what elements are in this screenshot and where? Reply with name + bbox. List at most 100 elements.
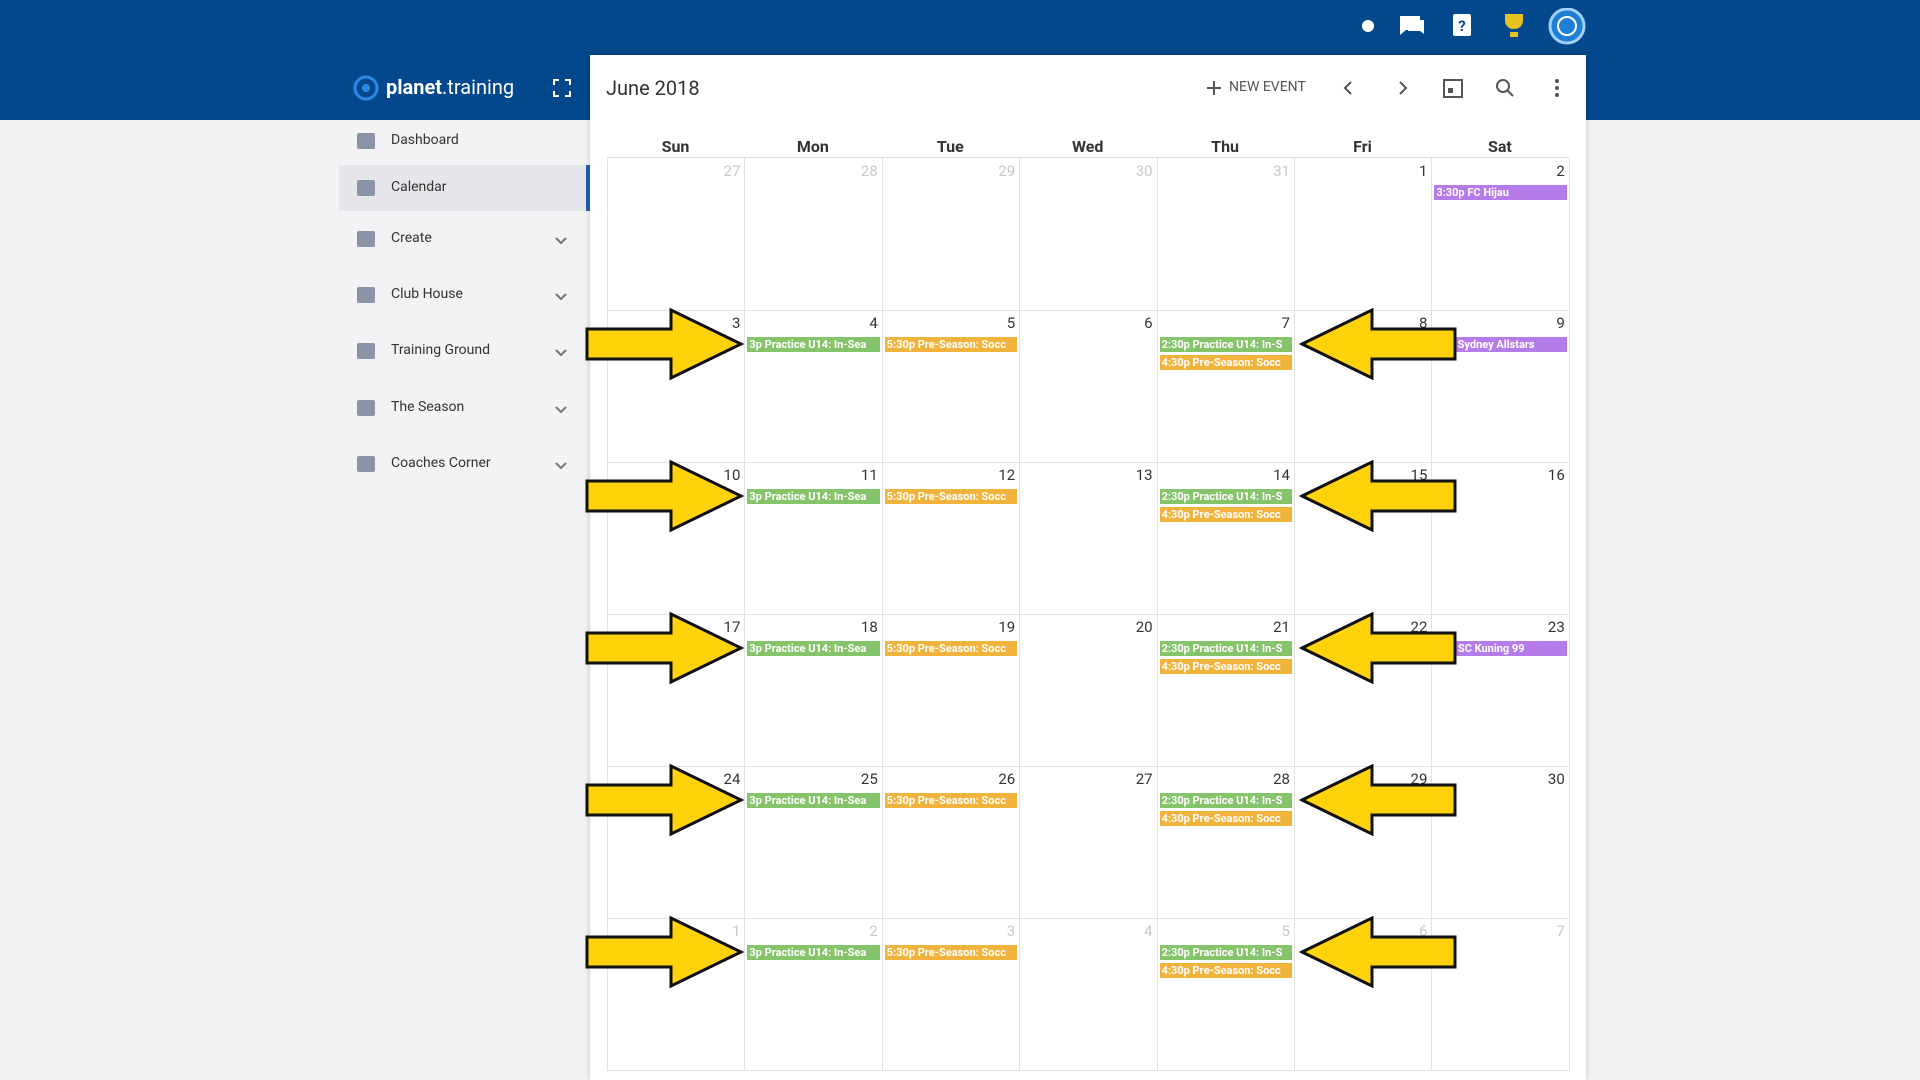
day-cell[interactable]: 20 <box>1019 614 1158 767</box>
day-cell[interactable]: 4 <box>1019 918 1158 1071</box>
day-cell[interactable]: 30 <box>1431 766 1570 919</box>
day-cell[interactable]: 24 <box>607 766 746 919</box>
day-number: 7 <box>1556 922 1565 940</box>
event[interactable]: 5:30p Pre-Season: Socc <box>884 641 1018 656</box>
day-cell[interactable]: 11 3p Practice U14: In-Sea <box>744 462 883 615</box>
event[interactable]: 2:30p Practice U14: In-S <box>1159 489 1292 504</box>
new-event-button[interactable]: NEW EVENT <box>1229 79 1306 95</box>
day-number: 1 <box>731 922 741 940</box>
nav-icon <box>357 231 375 247</box>
event[interactable]: 5:30p Pre-Season: Socc <box>884 337 1018 352</box>
trophy-icon[interactable] <box>1505 14 1523 37</box>
day-cell[interactable]: 6 <box>1294 918 1433 1071</box>
day-cell[interactable]: 22 <box>1294 614 1433 767</box>
day-cell[interactable]: 28 <box>744 158 883 311</box>
event[interactable]: 4:30p Pre-Season: Socc <box>1159 811 1292 826</box>
day-cell[interactable]: 9 15a Sydney Allstars <box>1431 310 1570 463</box>
nav-icon <box>357 343 375 359</box>
day-cell[interactable]: 5 5:30p Pre-Season: Socc <box>881 310 1021 463</box>
day-cell[interactable]: 27 <box>607 158 746 311</box>
nav-item[interactable]: The Season <box>339 385 590 431</box>
day-cell[interactable]: 2 3p Practice U14: In-Sea <box>744 918 883 1071</box>
event[interactable]: 3p Practice U14: In-Sea <box>747 793 880 808</box>
day-cell[interactable]: 10 <box>607 462 746 615</box>
nav-item[interactable]: Create <box>339 216 590 262</box>
event[interactable]: 5:30p Pre-Season: Socc <box>884 793 1018 808</box>
event[interactable]: 2:30p Practice U14: In-S <box>1159 793 1292 808</box>
day-cell[interactable]: 19 5:30p Pre-Season: Socc <box>881 614 1021 767</box>
nav-icon <box>357 287 375 303</box>
day-cell[interactable]: 15 <box>1294 462 1433 615</box>
day-cell[interactable]: 3 <box>607 310 746 463</box>
event[interactable]: 2:30p Practice U14: In-S <box>1159 641 1292 656</box>
day-cell[interactable]: 16 <box>1431 462 1570 615</box>
event[interactable]: 30p SC Kuning 99 <box>1434 641 1567 656</box>
day-number: 27 <box>723 162 741 180</box>
day-cell[interactable]: 26 5:30p Pre-Season: Socc <box>881 766 1021 919</box>
day-cell[interactable]: 2 3:30p FC Hijau <box>1431 158 1570 311</box>
search-button[interactable] <box>1496 79 1510 93</box>
event[interactable]: 4:30p Pre-Season: Socc <box>1159 355 1292 370</box>
event[interactable]: 4:30p Pre-Season: Socc <box>1159 963 1292 978</box>
day-cell[interactable]: 17 <box>607 614 746 767</box>
day-cell[interactable]: 23 30p SC Kuning 99 <box>1431 614 1570 767</box>
day-number: 2 <box>869 922 878 940</box>
day-cell[interactable]: 1 <box>607 918 746 1071</box>
day-number: 21 <box>1273 618 1290 636</box>
day-cell[interactable]: 13 <box>1019 462 1158 615</box>
day-cell[interactable]: 25 3p Practice U14: In-Sea <box>744 766 883 919</box>
day-cell[interactable]: 29 <box>881 158 1021 311</box>
day-cell[interactable]: 1 <box>1294 158 1433 311</box>
brand: planet.training <box>386 75 514 99</box>
prev-button[interactable] <box>1343 81 1352 95</box>
day-cell[interactable]: 7 <box>1431 918 1570 1071</box>
event[interactable]: 4:30p Pre-Season: Socc <box>1159 659 1292 674</box>
event[interactable]: 3p Practice U14: In-Sea <box>747 337 880 352</box>
fullscreen-icon[interactable] <box>552 78 572 98</box>
day-cell[interactable]: 21 2:30p Practice U14: In-S 4:30p Pre-Seas… <box>1156 614 1295 767</box>
weekday: Fri <box>1353 137 1372 156</box>
nav-icon <box>357 456 375 472</box>
chat-icon[interactable] <box>1400 16 1424 35</box>
day-cell[interactable]: 5 2:30p Practice U14: In-S 4:30p Pre-Seaso… <box>1156 918 1295 1071</box>
nav-item[interactable]: Club House <box>339 272 590 318</box>
day-cell[interactable]: 31 <box>1156 158 1295 311</box>
next-button[interactable] <box>1399 81 1408 95</box>
event[interactable]: 5:30p Pre-Season: Socc <box>884 945 1018 960</box>
day-number: 18 <box>860 618 878 636</box>
event[interactable]: 3p Practice U14: In-Sea <box>747 641 880 656</box>
day-number: 28 <box>1273 770 1290 788</box>
nav-item[interactable]: Coaches Corner <box>339 441 590 487</box>
avatar[interactable] <box>1548 8 1586 45</box>
day-cell[interactable]: 3 5:30p Pre-Season: Socc <box>881 918 1021 1071</box>
event[interactable]: 2:30p Practice U14: In-S <box>1159 945 1292 960</box>
day-cell[interactable]: 27 <box>1019 766 1158 919</box>
event[interactable]: 3p Practice U14: In-Sea <box>747 945 880 960</box>
day-cell[interactable]: 29 <box>1294 766 1433 919</box>
more-button[interactable] <box>1555 79 1559 97</box>
event[interactable]: 4:30p Pre-Season: Socc <box>1159 507 1292 522</box>
today-button[interactable] <box>1443 79 1463 98</box>
day-cell[interactable]: 6 <box>1019 310 1158 463</box>
nav-item[interactable]: Calendar <box>339 165 590 211</box>
plus-icon[interactable] <box>1204 78 1224 98</box>
day-cell[interactable]: 18 3p Practice U14: In-Sea <box>744 614 883 767</box>
day-cell[interactable]: 30 <box>1019 158 1158 311</box>
day-cell[interactable]: 14 2:30p Practice U14: In-S 4:30p Pre-Seas… <box>1156 462 1295 615</box>
event[interactable]: 5:30p Pre-Season: Socc <box>884 489 1018 504</box>
status-dot[interactable] <box>1362 20 1374 32</box>
event[interactable]: 3p Practice U14: In-Sea <box>747 489 880 504</box>
day-cell[interactable]: 4 3p Practice U14: In-Sea <box>744 310 883 463</box>
weekday: Wed <box>1071 137 1104 156</box>
day-cell[interactable]: 28 2:30p Practice U14: In-S 4:30p Pre-Seas… <box>1156 766 1295 919</box>
day-cell[interactable]: 7 2:30p Practice U14: In-S 4:30p Pre-Seaso… <box>1156 310 1295 463</box>
day-cell[interactable]: 12 5:30p Pre-Season: Socc <box>881 462 1021 615</box>
event[interactable]: 2:30p Practice U14: In-S <box>1159 337 1292 352</box>
nav-item[interactable]: Dashboard <box>339 118 590 164</box>
event[interactable]: 15a Sydney Allstars <box>1434 337 1567 352</box>
day-number: 3 <box>1006 922 1016 940</box>
nav-item[interactable]: Training Ground <box>339 328 590 374</box>
event[interactable]: 3:30p FC Hijau <box>1434 185 1567 200</box>
day-cell[interactable]: 8 <box>1294 310 1433 463</box>
help-icon[interactable] <box>1453 14 1471 36</box>
